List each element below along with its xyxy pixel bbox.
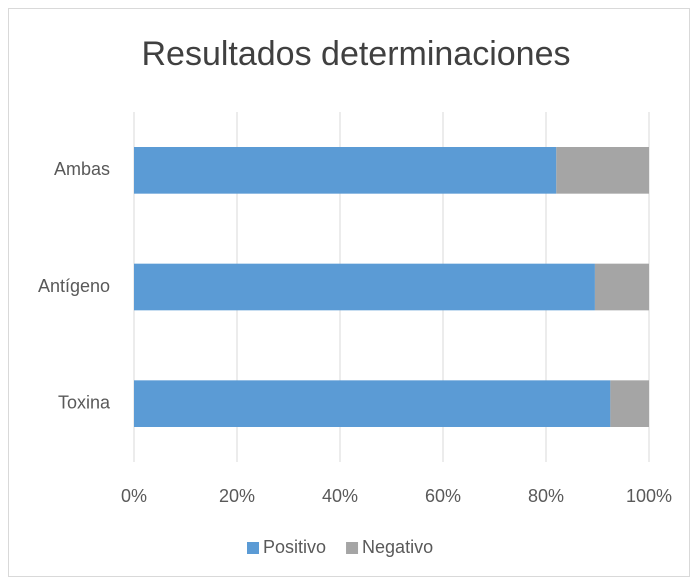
x-tick-label: 100% (626, 486, 672, 506)
x-tick-label: 0% (121, 486, 147, 506)
bar-segment (610, 380, 649, 427)
y-tick-label: Antígeno (38, 276, 110, 296)
x-tick-label: 20% (219, 486, 255, 506)
x-tick-label: 40% (322, 486, 358, 506)
y-tick-label: Ambas (54, 159, 110, 179)
bar-segment (134, 263, 595, 311)
bar-segment (134, 147, 557, 194)
y-tick-label: Toxina (58, 392, 111, 412)
x-tick-label: 60% (425, 486, 461, 506)
x-tick-label: 80% (528, 486, 564, 506)
bar-segment (556, 147, 649, 194)
legend-label: Positivo (263, 537, 326, 557)
chart-title: Resultados determinaciones (141, 35, 570, 73)
bar-segment (594, 263, 649, 311)
bar-segment (134, 380, 611, 427)
legend-label: Negativo (362, 537, 433, 557)
legend-swatch (346, 542, 359, 554)
legend-swatch (247, 542, 259, 554)
